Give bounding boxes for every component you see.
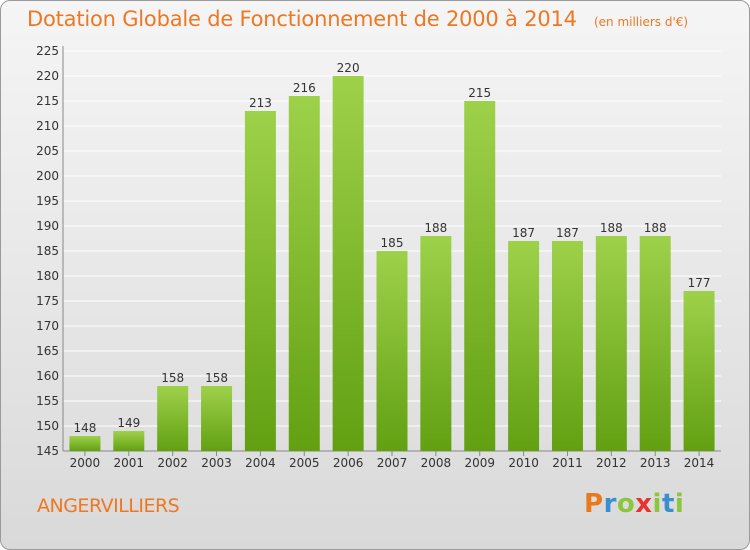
y-tick-label: 220 [36, 69, 59, 83]
bar [69, 436, 101, 451]
bar-value-label: 158 [205, 371, 228, 385]
logo-letter: P [584, 489, 604, 519]
y-tick-label: 205 [36, 144, 59, 158]
title-row: Dotation Globale de Fonctionnement de 20… [27, 7, 688, 31]
bar-value-label: 177 [688, 276, 711, 290]
y-tick-label: 175 [36, 294, 59, 308]
y-tick-label: 195 [36, 194, 59, 208]
proxiti-logo: Proxiti [584, 489, 684, 519]
bar-value-label: 216 [293, 81, 316, 95]
y-tick-label: 165 [36, 344, 59, 358]
x-tick-label: 2000 [70, 456, 101, 470]
x-tick-label: 2011 [552, 456, 583, 470]
y-tick-label: 170 [36, 319, 59, 333]
x-tick-label: 2006 [333, 456, 364, 470]
y-tick-label: 180 [36, 269, 59, 283]
bar [420, 236, 452, 451]
y-tick-label: 155 [36, 394, 59, 408]
bar [332, 76, 364, 451]
x-tick-label: 2001 [114, 456, 145, 470]
chart-title: Dotation Globale de Fonctionnement de 20… [27, 7, 577, 31]
logo-letter: t [661, 489, 675, 519]
x-tick-label: 2007 [377, 456, 408, 470]
bar-value-label: 188 [600, 221, 623, 235]
bar-value-label: 187 [512, 226, 535, 240]
bar-value-label: 220 [337, 61, 360, 75]
bar-value-label: 148 [73, 421, 96, 435]
bar [508, 241, 540, 451]
bar [376, 251, 408, 451]
bar-value-label: 213 [249, 96, 272, 110]
bar [639, 236, 671, 451]
bar-value-label: 188 [424, 221, 447, 235]
logo-letter: r [603, 489, 617, 519]
bar-value-label: 149 [117, 416, 140, 430]
bar [683, 291, 715, 451]
y-tick-label: 145 [36, 444, 59, 458]
y-tick-label: 200 [36, 169, 59, 183]
x-tick-label: 2013 [640, 456, 671, 470]
bar [244, 111, 276, 451]
logo-letter: o [616, 489, 636, 519]
chart-unit: (en milliers d'€) [593, 15, 689, 29]
x-tick-label: 2009 [464, 456, 495, 470]
logo-letter: x [635, 489, 653, 519]
bar [288, 96, 320, 451]
bar-value-label: 185 [381, 236, 404, 250]
x-tick-label: 2008 [421, 456, 452, 470]
bar-value-label: 187 [556, 226, 579, 240]
y-tick-label: 185 [36, 244, 59, 258]
x-tick-label: 2010 [508, 456, 539, 470]
y-tick-label: 215 [36, 94, 59, 108]
commune-name: ANGERVILLIERS [37, 495, 180, 517]
y-tick-label: 210 [36, 119, 59, 133]
bar [201, 386, 233, 451]
bar [157, 386, 189, 451]
y-tick-label: 150 [36, 419, 59, 433]
bar-value-label: 158 [161, 371, 184, 385]
logo-letter: i [674, 489, 685, 519]
y-tick-label: 190 [36, 219, 59, 233]
bar-value-label: 215 [468, 86, 491, 100]
x-tick-label: 2002 [157, 456, 188, 470]
x-tick-label: 2012 [596, 456, 627, 470]
bar [464, 101, 496, 451]
x-tick-label: 2014 [684, 456, 715, 470]
bar [113, 431, 145, 451]
y-tick-label: 160 [36, 369, 59, 383]
bar-value-label: 188 [644, 221, 667, 235]
x-tick-label: 2005 [289, 456, 320, 470]
bar [595, 236, 627, 451]
x-tick-label: 2003 [201, 456, 232, 470]
bar [551, 241, 583, 451]
x-tick-label: 2004 [245, 456, 276, 470]
y-tick-label: 225 [36, 44, 59, 58]
logo-letter: i [652, 489, 662, 519]
